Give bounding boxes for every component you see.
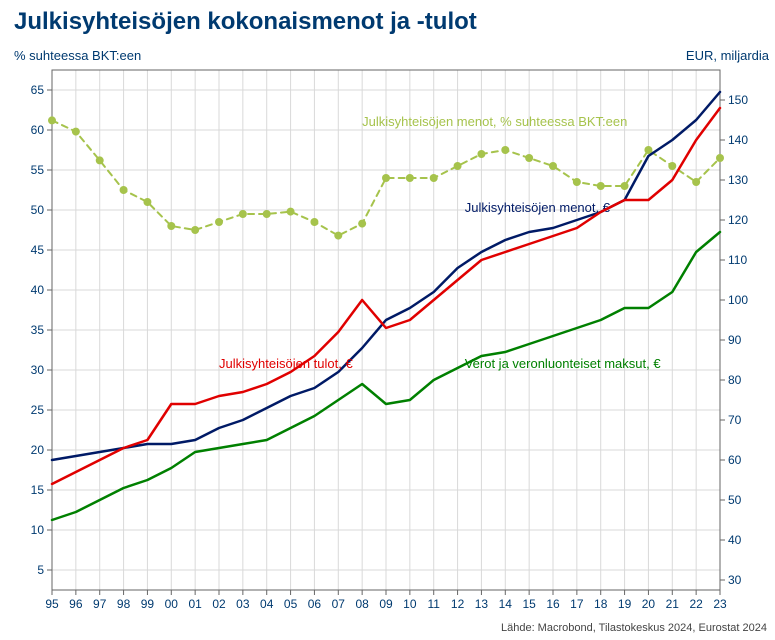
svg-text:99: 99 [141,597,155,611]
svg-text:20: 20 [31,443,45,457]
svg-text:Julkisyhteisöjen menot, % suht: Julkisyhteisöjen menot, % suhteessa BKT:… [362,114,627,129]
svg-text:04: 04 [260,597,274,611]
svg-text:80: 80 [728,373,742,387]
svg-text:5: 5 [37,563,44,577]
svg-text:10: 10 [31,523,45,537]
svg-text:65: 65 [31,83,45,97]
source-text: Lähde: Macrobond, Tilastokeskus 2024, Eu… [501,622,767,634]
svg-text:90: 90 [728,333,742,347]
svg-text:07: 07 [332,597,346,611]
svg-text:10: 10 [403,597,417,611]
svg-text:96: 96 [69,597,83,611]
svg-text:70: 70 [728,413,742,427]
svg-text:08: 08 [355,597,369,611]
svg-text:18: 18 [594,597,608,611]
svg-text:06: 06 [308,597,322,611]
svg-text:130: 130 [728,173,748,187]
svg-text:150: 150 [728,93,748,107]
svg-text:95: 95 [45,597,59,611]
svg-text:15: 15 [31,483,45,497]
svg-text:140: 140 [728,133,748,147]
svg-text:01: 01 [188,597,202,611]
svg-text:Verot ja veronluonteiset maksu: Verot ja veronluonteiset maksut, € [465,356,662,371]
svg-text:40: 40 [31,283,45,297]
svg-text:12: 12 [451,597,465,611]
svg-text:15: 15 [522,597,536,611]
svg-text:100: 100 [728,293,748,307]
svg-text:25: 25 [31,403,45,417]
svg-text:20: 20 [642,597,656,611]
svg-text:60: 60 [728,453,742,467]
svg-text:Julkisyhteisöjen menot, €: Julkisyhteisöjen menot, € [465,200,611,215]
svg-text:98: 98 [117,597,131,611]
svg-text:60: 60 [31,123,45,137]
svg-text:35: 35 [31,323,45,337]
svg-text:30: 30 [31,363,45,377]
chart-svg: 5 10 15 20 25 30 35 40 45 50 55 60 65 30 40 50 60 70 80 90 1… [0,0,775,640]
svg-text:55: 55 [31,163,45,177]
svg-text:11: 11 [427,597,440,611]
svg-text:17: 17 [570,597,584,611]
svg-text:02: 02 [212,597,226,611]
svg-text:120: 120 [728,213,748,227]
svg-text:05: 05 [284,597,298,611]
svg-text:09: 09 [379,597,393,611]
svg-text:00: 00 [165,597,179,611]
svg-text:22: 22 [689,597,703,611]
chart-container: Julkisyhteisöjen kokonaismenot ja -tulot… [0,0,775,640]
svg-text:Julkisyhteisöjen tulot, €: Julkisyhteisöjen tulot, € [219,356,353,371]
svg-text:45: 45 [31,243,45,257]
svg-text:40: 40 [728,533,742,547]
svg-text:16: 16 [546,597,560,611]
svg-text:97: 97 [93,597,107,611]
svg-text:50: 50 [31,203,45,217]
svg-text:03: 03 [236,597,250,611]
svg-text:21: 21 [666,597,680,611]
svg-text:13: 13 [475,597,489,611]
svg-text:110: 110 [728,253,747,267]
svg-text:19: 19 [618,597,632,611]
svg-text:14: 14 [499,597,513,611]
svg-text:23: 23 [713,597,727,611]
svg-text:30: 30 [728,573,742,587]
svg-text:50: 50 [728,493,742,507]
